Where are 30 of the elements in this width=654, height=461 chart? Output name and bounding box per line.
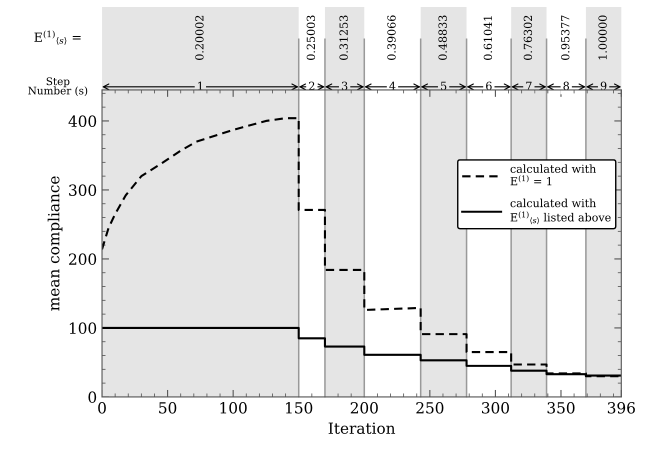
x-axis-title: Iteration: [328, 422, 396, 434]
x-tick-label: 300: [482, 402, 509, 414]
y-tick-label: 200: [69, 253, 96, 265]
text: 0.95377: [561, 16, 570, 60]
y-tick-label: 300: [69, 184, 96, 196]
x-tick-label: 350: [548, 402, 575, 414]
x-tick-label: 100: [220, 402, 247, 414]
x-tick-label: 50: [159, 402, 176, 414]
y-tick-label: 0: [88, 391, 96, 403]
x-tick-label: 396: [608, 402, 635, 414]
y-tick-label: 100: [70, 322, 96, 334]
x-tick-label: 0: [98, 402, 106, 414]
text: 1.00000: [598, 15, 607, 60]
text: 0.25003: [306, 16, 316, 60]
text: 0.31253: [339, 16, 348, 60]
text: 7: [526, 82, 532, 90]
text: 0.61041: [484, 16, 492, 60]
text: 0.76302: [524, 16, 532, 60]
text: E$^{(1)}$$_{⟨s⟩}$ =: [34, 30, 81, 45]
text: 0.48833: [438, 16, 447, 60]
y-tick-label: 400: [68, 115, 96, 127]
x-tick-label: 250: [416, 402, 444, 414]
x-tick-label: 150: [286, 402, 312, 414]
text: 0.39066: [387, 15, 396, 60]
y-axis-title: mean compliance: [48, 176, 62, 311]
x-tick-label: 200: [350, 402, 378, 414]
legend-label: calculated with E$^{(1)}$ = 1: [510, 164, 596, 186]
legend-label: calculated with E$^{(1)}$$_{⟨s⟩}$ listed above: [510, 198, 611, 224]
text: Step Number (s): [28, 77, 88, 96]
text: 0.20002: [195, 16, 204, 60]
